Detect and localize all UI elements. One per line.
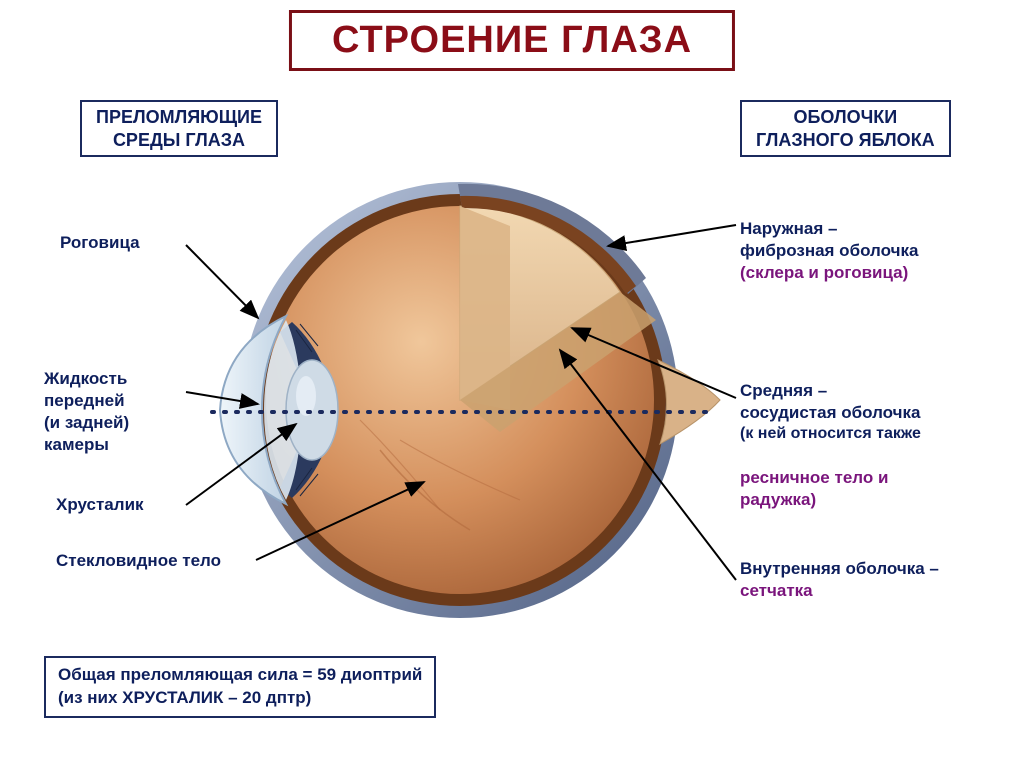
cutaway-top-face [460, 206, 620, 400]
label-cornea-text: Роговица [60, 233, 140, 252]
ciliary-ridges [296, 324, 318, 496]
page-title: СТРОЕНИЕ ГЛАЗА [332, 19, 692, 62]
ptr-outer [608, 225, 736, 246]
label-middle: Средняя – сосудистая оболочка (к ней отн… [740, 358, 921, 533]
label-outer-main: Наружная – фиброзная оболочка [740, 219, 918, 260]
sclera-shell [242, 182, 678, 618]
ptr-middle [572, 328, 736, 398]
optic-nerve [658, 360, 720, 444]
label-aqueous-text: Жидкость передней (и задней) камеры [44, 369, 129, 454]
bottom-fact-text: Общая преломляющая сила = 59 диоптрий (и… [58, 664, 422, 710]
ptr-inner [560, 350, 736, 580]
label-middle-note: (к ней относится также [740, 424, 921, 445]
ptr-cornea [186, 245, 258, 318]
choroid-shell [254, 194, 666, 606]
label-inner: Внутренняя оболочка – сетчатка [740, 558, 939, 602]
cutaway-sclera-rim [458, 184, 646, 294]
vein-3 [360, 420, 440, 510]
label-lens-text: Хрусталик [56, 495, 144, 514]
ptr-vitreous [256, 482, 424, 560]
right-section-box: ОБОЛОЧКИ ГЛАЗНОГО ЯБЛОКА [740, 100, 951, 157]
right-section-title: ОБОЛОЧКИ ГЛАЗНОГО ЯБЛОКА [756, 106, 935, 151]
label-cornea: Роговица [60, 232, 140, 254]
label-middle-main: Средняя – сосудистая оболочка [740, 381, 920, 422]
label-inner-sub: сетчатка [740, 580, 939, 602]
ptr-aqueous [186, 392, 258, 404]
anterior-chamber [264, 320, 302, 500]
cutaway-vertical-face [460, 206, 510, 410]
left-section-box: ПРЕЛОМЛЯЮЩИЕ СРЕДЫ ГЛАЗА [80, 100, 278, 157]
bottom-fact-box: Общая преломляющая сила = 59 диоптрий (и… [44, 656, 436, 718]
lens-highlight [296, 376, 316, 416]
ptr-lens [186, 424, 296, 505]
vein-1 [380, 450, 470, 530]
pointer-lines [186, 225, 736, 580]
label-aqueous: Жидкость передней (и задней) камеры [44, 346, 129, 456]
label-middle-sub: ресничное тело и радужка) [740, 467, 921, 511]
vein-2 [400, 440, 520, 500]
cornea [220, 316, 286, 504]
bottom-line2: (из них ХРУСТАЛИК – 20 дптр) [58, 688, 311, 707]
label-vitreous: Стекловидное тело [56, 550, 221, 572]
cutaway-choroid-rim [460, 196, 636, 294]
eye-body [266, 206, 654, 594]
title-box: СТРОЕНИЕ ГЛАЗА [289, 10, 735, 71]
ciliary-iris-top [280, 322, 324, 376]
label-outer-sub: (склера и роговица) [740, 262, 918, 284]
label-lens: Хрусталик [56, 494, 144, 516]
ciliary-iris-bottom [280, 444, 324, 498]
bottom-line1: Общая преломляющая сила = 59 диоптрий [58, 665, 422, 684]
left-section-title: ПРЕЛОМЛЯЮЩИЕ СРЕДЫ ГЛАЗА [96, 106, 262, 151]
lens [286, 360, 338, 460]
label-outer: Наружная – фиброзная оболочка (склера и … [740, 196, 918, 306]
label-vitreous-text: Стекловидное тело [56, 551, 221, 570]
cutaway-angled-face [460, 292, 656, 432]
label-inner-main: Внутренняя оболочка – [740, 559, 939, 578]
